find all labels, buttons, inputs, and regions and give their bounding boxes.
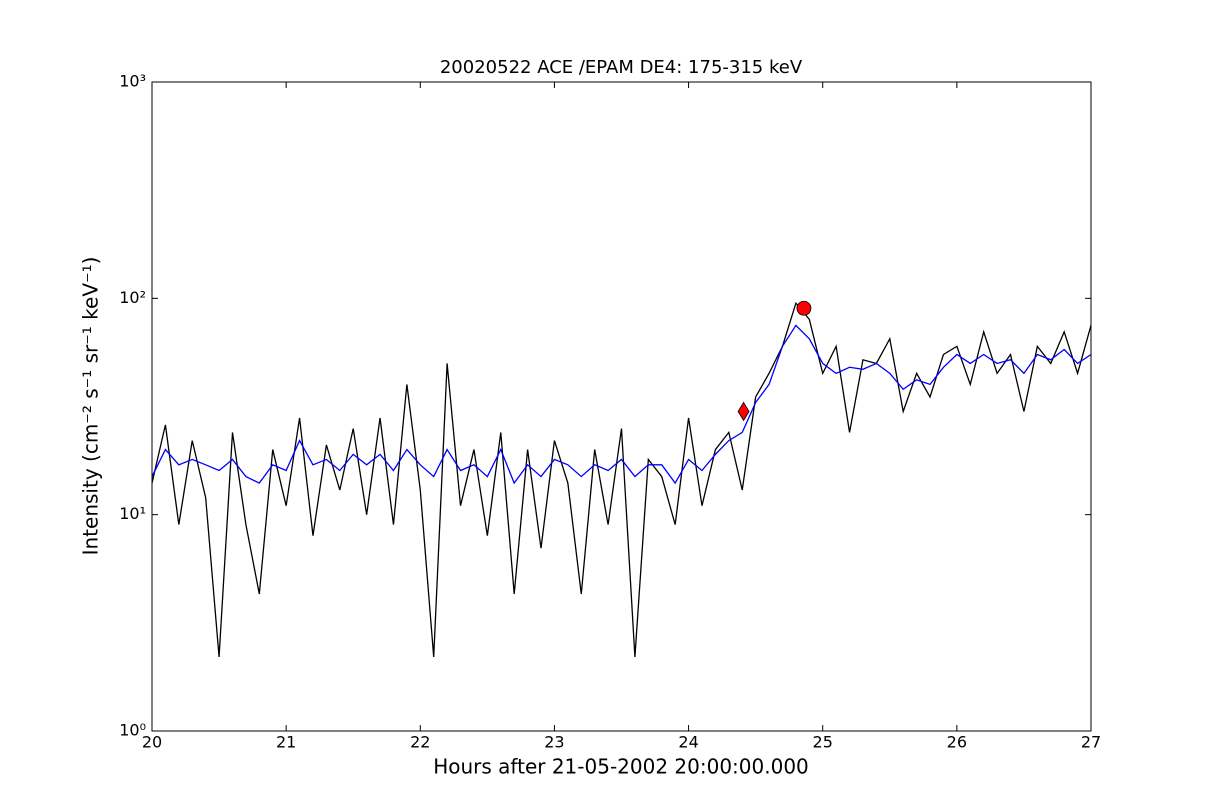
x-tick-label: 26 xyxy=(947,733,967,752)
y-tick-label: 10² xyxy=(119,288,146,307)
x-tick-label: 27 xyxy=(1081,733,1101,752)
data-line xyxy=(151,301,1092,657)
marker-circle xyxy=(796,300,812,316)
data-line xyxy=(151,324,1092,485)
y-tick-label: 10¹ xyxy=(119,504,146,523)
x-tick-label: 22 xyxy=(410,733,430,752)
x-axis-label: Hours after 21-05-2002 20:00:00.000 xyxy=(433,755,809,779)
y-axis-label: Intensity (cm⁻² s⁻¹ sr⁻¹ keV⁻¹) xyxy=(79,257,103,556)
plot-frame xyxy=(151,81,1092,732)
x-tick-label: 23 xyxy=(544,733,564,752)
x-tick-label: 21 xyxy=(276,733,296,752)
x-tick-label: 24 xyxy=(678,733,698,752)
marker-diamond xyxy=(737,401,750,422)
x-tick-label: 20 xyxy=(142,733,162,752)
y-tick-label: 10³ xyxy=(119,72,146,91)
y-tick-label: 10⁰ xyxy=(119,721,146,740)
chart-title: 20020522 ACE /EPAM DE4: 175-315 keV xyxy=(440,57,803,78)
x-tick-label: 25 xyxy=(813,733,833,752)
